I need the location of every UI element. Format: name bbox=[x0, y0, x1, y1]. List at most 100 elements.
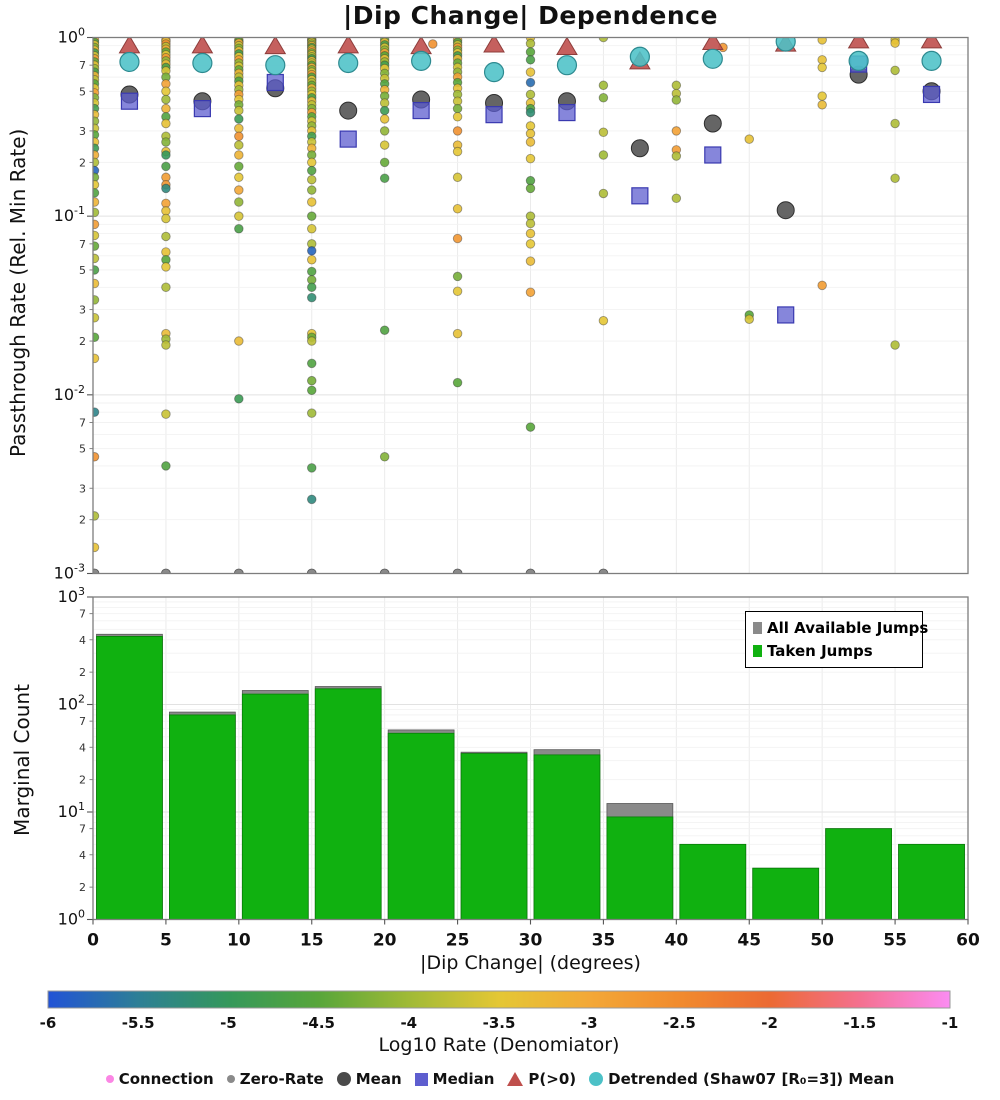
bar-taken bbox=[169, 714, 236, 920]
scatter-point bbox=[307, 157, 317, 168]
scatter-point bbox=[525, 55, 536, 65]
x-axis-ticks: 0 5 10 15 20 25 30 35 40 45 50 55 60 bbox=[87, 919, 980, 951]
scatter-point bbox=[598, 150, 609, 160]
scatter-point bbox=[379, 126, 390, 136]
bar-taken bbox=[460, 753, 528, 920]
p-gt0-marker bbox=[847, 37, 870, 49]
legend-item-all-jumps: All Available Jumps bbox=[753, 616, 928, 639]
svg-text:7: 7 bbox=[79, 417, 86, 430]
median-marker bbox=[266, 73, 284, 92]
scatter-point bbox=[744, 134, 755, 144]
mean-marker bbox=[339, 101, 358, 120]
svg-text:2: 2 bbox=[79, 774, 86, 787]
svg-text:25: 25 bbox=[446, 931, 470, 951]
scatter-point bbox=[234, 185, 244, 195]
scatter-point bbox=[93, 219, 100, 230]
detrended-mean-marker bbox=[848, 50, 869, 71]
scatter-point bbox=[161, 461, 171, 471]
scatter-point bbox=[598, 315, 609, 326]
median-marker bbox=[777, 306, 795, 324]
scatter-point bbox=[525, 89, 536, 100]
legend-item-label: Detrended (Shaw07 [R₀=3]) Mean bbox=[608, 1070, 895, 1088]
zero-rate-dot-icon bbox=[226, 1075, 235, 1083]
scatter-point bbox=[307, 282, 317, 293]
legend-item-connection: Connection bbox=[105, 1070, 214, 1088]
svg-text:2: 2 bbox=[79, 881, 86, 894]
scatter-point bbox=[93, 407, 100, 417]
svg-text:102: 102 bbox=[58, 693, 85, 714]
scatter-point bbox=[93, 313, 100, 323]
svg-text:3: 3 bbox=[79, 125, 86, 138]
scatter-point bbox=[161, 183, 171, 194]
svg-text:7: 7 bbox=[79, 608, 86, 621]
scatter-point bbox=[525, 47, 536, 57]
scatter-point bbox=[817, 280, 827, 291]
scatter-point bbox=[307, 197, 317, 207]
scatter-point bbox=[525, 287, 536, 298]
scatter-point bbox=[598, 188, 609, 199]
detrended-mean-marker bbox=[483, 62, 505, 83]
bar-taken bbox=[314, 688, 382, 920]
scatter-point bbox=[161, 247, 171, 257]
svg-text:3: 3 bbox=[79, 304, 86, 317]
scatter-point bbox=[161, 409, 171, 419]
detrended-mean-marker bbox=[629, 46, 650, 67]
svg-text:-3: -3 bbox=[581, 1014, 598, 1032]
detrended-mean-marker bbox=[338, 52, 359, 74]
colorbar-label: Log10 Rate (Denomiator) bbox=[378, 1034, 620, 1056]
svg-text:3: 3 bbox=[79, 482, 86, 495]
scatter-point bbox=[744, 314, 755, 324]
svg-text:-4.5: -4.5 bbox=[302, 1014, 335, 1032]
legend-item-label: Taken Jumps bbox=[767, 641, 873, 660]
scatter-point bbox=[307, 174, 317, 185]
legend-item-p-gt0: P(>0) bbox=[507, 1070, 576, 1088]
median-marker bbox=[120, 92, 139, 110]
zero-rate-point bbox=[452, 568, 463, 574]
scatter-point bbox=[890, 118, 900, 129]
svg-text:2: 2 bbox=[79, 666, 86, 679]
scatter-point bbox=[452, 204, 463, 214]
zero-rate-point bbox=[379, 568, 390, 574]
scatter-point bbox=[598, 127, 609, 137]
svg-text:35: 35 bbox=[592, 931, 616, 951]
median-marker bbox=[412, 101, 430, 120]
bar-taken bbox=[533, 754, 601, 920]
svg-text:5: 5 bbox=[160, 931, 172, 951]
svg-text:7: 7 bbox=[79, 823, 86, 836]
scatter-point bbox=[890, 340, 900, 350]
scatter-point bbox=[307, 185, 317, 195]
scatter-point bbox=[234, 336, 244, 346]
scatter-point bbox=[307, 211, 317, 221]
scatter-point bbox=[93, 179, 100, 190]
scatter-point bbox=[817, 37, 827, 45]
p-gt0-marker bbox=[264, 37, 287, 55]
scatter-point bbox=[234, 114, 244, 124]
scatter-point bbox=[93, 188, 100, 198]
scatter-point bbox=[161, 86, 171, 97]
histogram-bars bbox=[96, 633, 965, 920]
scatter-point bbox=[452, 286, 463, 296]
scatter-point bbox=[817, 62, 827, 73]
scatter-point bbox=[452, 271, 463, 282]
bar-taken bbox=[898, 843, 965, 920]
scatter-point bbox=[234, 105, 244, 116]
top-panel-border bbox=[92, 36, 969, 575]
scatter-point bbox=[161, 137, 171, 147]
scatter-point bbox=[93, 332, 100, 343]
scatter-point bbox=[93, 295, 100, 305]
scatter-point bbox=[93, 253, 100, 264]
svg-text:-5.5: -5.5 bbox=[122, 1014, 155, 1032]
legend-item-median: Median bbox=[414, 1070, 494, 1088]
scatter-point bbox=[307, 255, 317, 265]
median-marker bbox=[339, 130, 357, 148]
bar-taken bbox=[752, 867, 820, 920]
scatter-point bbox=[525, 67, 536, 77]
detrended-mean-marker bbox=[556, 55, 578, 76]
p-gt0-marker bbox=[118, 37, 141, 54]
scatter-point bbox=[525, 239, 536, 249]
scatter-point bbox=[234, 172, 244, 183]
detrended-circle-icon bbox=[589, 1072, 604, 1086]
mean-circle-icon bbox=[336, 1072, 351, 1086]
scatter-point bbox=[379, 452, 390, 462]
